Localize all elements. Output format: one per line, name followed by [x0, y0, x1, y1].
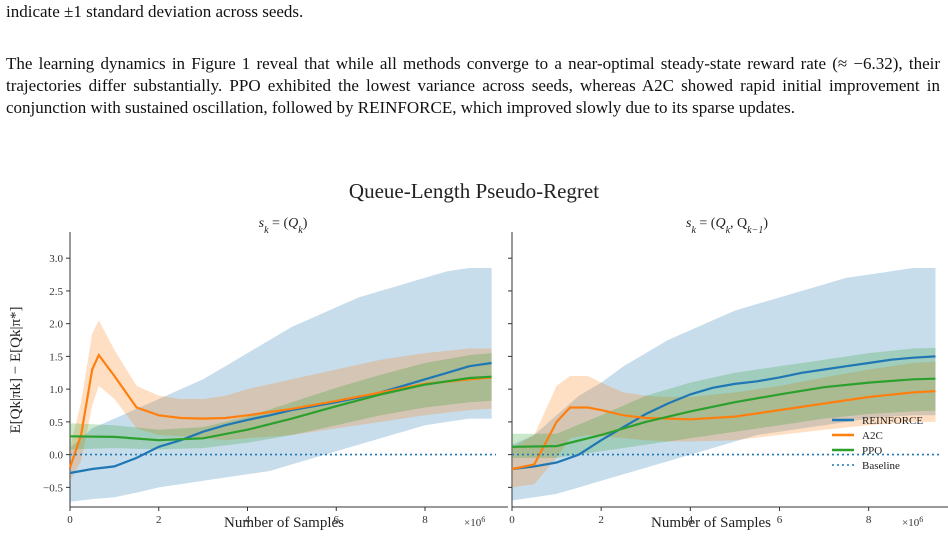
- left-y-tick-label: 1.0: [49, 384, 63, 396]
- left-subtitle-q: Q: [288, 216, 298, 231]
- right-band-reinforce: [512, 268, 936, 501]
- right-x-scale-main: ×10: [902, 517, 920, 529]
- left-subtitle-sub: k: [264, 225, 269, 236]
- right-x-tick-label: 4: [688, 514, 694, 526]
- left-line-reinforce: [69, 361, 492, 475]
- left-subtitle-q-sub: k: [298, 225, 303, 236]
- left-line-a2c: [68, 352, 492, 469]
- left-y-tick-label: 2.5: [49, 286, 63, 298]
- left-y-tick-label: −0.5: [43, 482, 63, 494]
- body-paragraph: The learning dynamics in Figure 1 reveal…: [6, 54, 940, 117]
- left-y-tick-label: 0.5: [49, 417, 63, 429]
- right-band-a2c: [512, 361, 936, 488]
- left-subtitle-s: s: [259, 216, 265, 231]
- right-x-tick-label: 0: [509, 514, 515, 526]
- right-x-ticks: 0 2 4 6 8: [509, 507, 872, 526]
- legend-label-baseline: Baseline: [862, 460, 900, 472]
- left-x-tick-label: 8: [422, 514, 428, 526]
- left-lines: [68, 352, 496, 475]
- left-band-reinforce: [70, 268, 492, 502]
- left-x-scale-sup: 6: [481, 515, 485, 524]
- right-subtitle-sub: k: [691, 225, 696, 236]
- right-line-reinforce: [511, 355, 936, 471]
- left-y-tick-label: 3.0: [49, 253, 63, 265]
- right-subtitle-q-sub: k: [726, 225, 731, 236]
- legend-label-a2c: A2C: [862, 430, 883, 442]
- right-line-ppo: [511, 377, 936, 448]
- left-x-ticks: 0 2 4 6 8: [67, 507, 428, 526]
- left-band-a2c: [70, 320, 492, 481]
- left-y-label: E[Qk|πk] − E[Qk|π*]: [8, 306, 24, 433]
- right-subtitle-q: Q: [715, 216, 725, 231]
- left-band-ppo: [70, 353, 492, 450]
- left-x-tick-label: 2: [156, 514, 162, 526]
- right-subtitle-extra: , Q: [730, 216, 747, 231]
- left-line-ppo: [69, 375, 492, 442]
- legend-label-reinforce: REINFORCE: [862, 415, 923, 427]
- left-x-label: Number of Samples: [224, 515, 344, 531]
- right-panel: sk = (Qk, Qk−1) Number of Samples ×106 0…: [508, 216, 948, 531]
- right-x-tick-label: 8: [866, 514, 872, 526]
- right-subtitle-close: ): [763, 216, 768, 231]
- left-x-tick-label: 0: [67, 514, 73, 526]
- right-x-scale: ×106: [902, 515, 923, 530]
- right-subtitle: sk = (Qk, Qk−1): [686, 216, 768, 236]
- left-bands: [70, 268, 492, 502]
- left-panel: sk = (Qk) Number of Samples ×106 E[Qk|πk…: [8, 216, 508, 531]
- right-subtitle-s: s: [686, 216, 692, 231]
- right-x-tick-label: 6: [777, 514, 783, 526]
- legend: REINFORCE A2C PPO Baseline: [832, 415, 923, 472]
- right-x-label: Number of Samples: [651, 515, 771, 531]
- left-y-tick-label: 0.0: [49, 450, 63, 462]
- right-subtitle-eq: = (: [696, 216, 716, 231]
- right-x-tick-label: 2: [598, 514, 604, 526]
- left-subtitle-eq: = (: [269, 216, 289, 231]
- chart-title: Queue-Length Pseudo-Regret: [349, 179, 599, 203]
- right-lines: [511, 355, 940, 471]
- right-subtitle-extra-sub: k−1: [747, 225, 763, 236]
- legend-label-ppo: PPO: [862, 445, 882, 457]
- left-x-scale-main: ×10: [464, 517, 482, 529]
- right-x-scale-sup: 6: [919, 515, 923, 524]
- left-subtitle-close: ): [303, 216, 308, 231]
- left-subtitle: sk = (Qk): [259, 216, 308, 236]
- left-y-tick-label: 1.5: [49, 351, 63, 363]
- left-x-scale: ×106: [464, 515, 485, 530]
- figure: Queue-Length Pseudo-Regret sk = (Qk) Num…: [8, 179, 948, 531]
- caption-tail: indicate ±1 standard deviation across se…: [6, 2, 304, 21]
- left-y-ticks: −0.5 0.0 0.5 1.0 1.5 2.0 2.5 3.0: [43, 253, 70, 494]
- left-x-tick-label: 4: [245, 514, 251, 526]
- left-x-tick-label: 6: [334, 514, 340, 526]
- left-y-tick-label: 2.0: [49, 319, 63, 331]
